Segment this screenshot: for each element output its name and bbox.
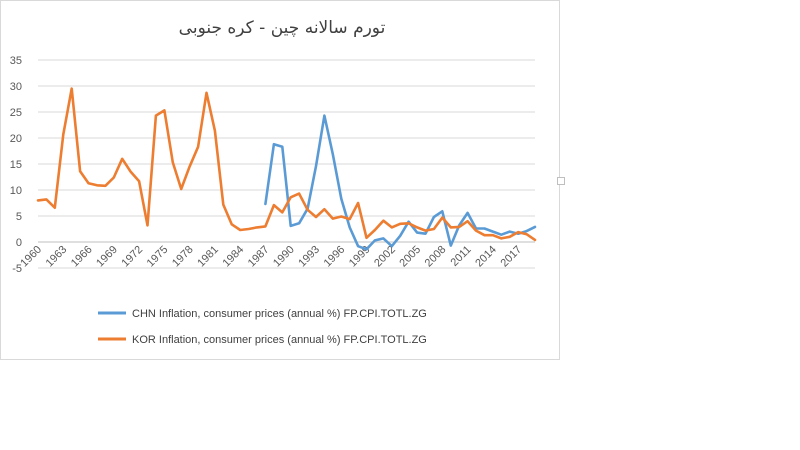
x-tick-label: 2005 [397, 244, 423, 270]
legend: CHN Inflation, consumer prices (annual %… [98, 308, 427, 346]
x-tick-label: 1996 [322, 244, 348, 270]
series-layer [36, 87, 537, 251]
series-line-chn [264, 114, 537, 251]
y-tick-label: 15 [10, 159, 22, 171]
resize-handle[interactable] [557, 177, 565, 185]
x-tick-label: 1987 [246, 244, 272, 270]
y-tick-label: 25 [10, 107, 22, 119]
x-tick-label: 1975 [145, 244, 171, 270]
x-tick-label: 2014 [473, 244, 499, 270]
x-tick-label: 2017 [498, 244, 524, 270]
y-tick-label: 35 [10, 55, 22, 67]
y-tick-label: 20 [10, 133, 22, 145]
chart-title: تورم سالانه چین - کره جنوبی [179, 18, 386, 38]
y-tick-label: 10 [10, 185, 22, 197]
x-tick-label: 2002 [372, 244, 398, 270]
x-tick-label: 1963 [44, 244, 70, 270]
y-tick-label: 30 [10, 81, 22, 93]
x-tick-label: 1972 [119, 244, 145, 270]
x-tick-label: 1966 [69, 244, 95, 270]
x-tick-label: 1960 [18, 244, 44, 270]
x-tick-label: 1984 [220, 244, 246, 270]
legend-label: CHN Inflation, consumer prices (annual %… [132, 308, 427, 320]
y-tick-label: 0 [16, 237, 22, 249]
x-tick-label: 1990 [271, 244, 297, 270]
y-tick-label: 5 [16, 211, 22, 223]
y-axis-ticks: -5 0 5 10 15 20 25 30 35 [10, 55, 22, 275]
x-axis-ticks: 1960 1963 1966 1969 1972 1975 1978 1981 1984 1987… [18, 244, 524, 270]
legend-entry: KOR Inflation, consumer prices (annual %… [98, 334, 427, 346]
y-tick-label: -5 [12, 263, 22, 275]
series-line-kor [36, 87, 537, 242]
x-tick-label: 1993 [296, 244, 322, 270]
legend-entry: CHN Inflation, consumer prices (annual %… [98, 308, 427, 320]
x-tick-label: 2011 [449, 244, 474, 269]
x-tick-label: 1969 [94, 244, 120, 270]
legend-label: KOR Inflation, consumer prices (annual %… [132, 334, 427, 346]
gridlines [38, 59, 535, 269]
x-tick-label: 2008 [423, 244, 449, 270]
x-tick-label: 1981 [195, 244, 221, 270]
x-tick-label: 1978 [170, 244, 196, 270]
